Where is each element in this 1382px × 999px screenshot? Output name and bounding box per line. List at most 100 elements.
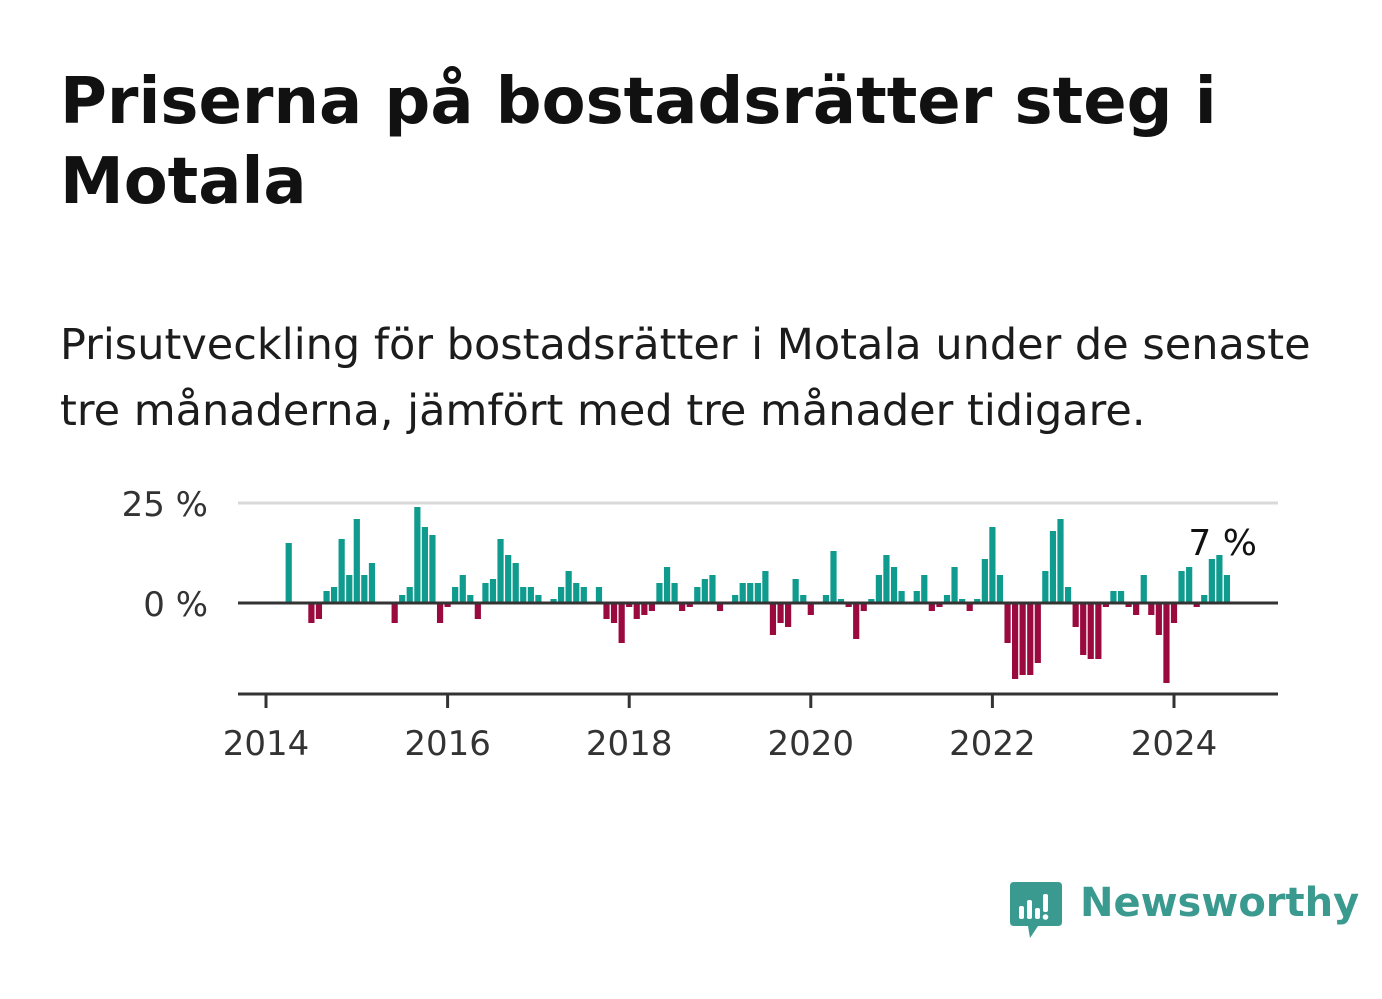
bar	[353, 519, 360, 603]
bar	[966, 603, 973, 611]
bar	[913, 591, 920, 603]
bar	[648, 603, 655, 611]
bar	[981, 559, 988, 603]
bar	[603, 603, 610, 619]
bar	[762, 571, 769, 603]
bar	[769, 603, 777, 635]
y-tick-label-0: 0 %	[143, 585, 208, 625]
bar	[444, 603, 451, 607]
bar	[1148, 603, 1155, 615]
bar	[951, 567, 958, 603]
x-tick-label: 2022	[949, 724, 1036, 764]
x-tick-label: 2016	[404, 724, 491, 764]
bar	[883, 555, 890, 603]
bar	[739, 583, 746, 603]
bar	[1080, 603, 1087, 655]
bar	[1216, 555, 1223, 603]
bar	[346, 575, 353, 603]
bar	[679, 603, 686, 611]
bar	[1072, 603, 1079, 627]
bar	[285, 543, 292, 603]
bar	[323, 591, 330, 603]
bar	[414, 507, 421, 603]
bar	[1125, 603, 1132, 607]
bar	[1208, 559, 1215, 603]
bar	[1049, 531, 1057, 603]
bar	[308, 603, 315, 623]
bar	[429, 535, 436, 603]
bar	[474, 603, 481, 619]
bar	[497, 539, 504, 603]
bar	[368, 563, 376, 603]
bar	[898, 591, 905, 603]
bar	[626, 603, 633, 607]
bar	[754, 583, 761, 603]
bar	[868, 599, 875, 603]
bar	[505, 555, 512, 603]
bar	[928, 603, 935, 611]
bar	[399, 595, 406, 603]
bar	[701, 579, 708, 603]
bar	[1102, 603, 1109, 607]
bar	[1117, 591, 1125, 603]
bar	[361, 575, 368, 603]
bar	[565, 571, 572, 603]
bar	[338, 539, 345, 603]
bar	[452, 587, 459, 603]
bar	[694, 587, 701, 603]
bar	[512, 563, 519, 603]
bar-chart: 2014 2016 2018 2020 2022 2024 25 % 0 % 7 %	[122, 485, 1278, 764]
bar	[1064, 587, 1072, 603]
bar	[921, 575, 928, 603]
bar	[837, 599, 845, 603]
chart-title: Priserna på bostadsrätter steg i Motala	[60, 65, 1217, 219]
last-value-label: 7 %	[1188, 523, 1257, 564]
bar	[792, 579, 799, 603]
bar	[1110, 591, 1117, 603]
bar	[1186, 567, 1193, 603]
x-tick-label: 2014	[223, 724, 310, 764]
bar	[875, 575, 882, 603]
bar	[671, 583, 678, 603]
x-tick-label: 2020	[768, 724, 855, 764]
bar	[1095, 603, 1102, 659]
bar	[989, 527, 996, 603]
bar	[1027, 603, 1034, 675]
bar	[595, 587, 603, 603]
bar	[1004, 603, 1011, 643]
bar	[1223, 575, 1231, 603]
bar	[1034, 603, 1041, 663]
bar	[421, 527, 428, 603]
bars-group	[285, 507, 1231, 683]
bar	[732, 595, 739, 603]
bar	[1012, 603, 1019, 679]
bar	[406, 587, 413, 603]
bar	[936, 603, 943, 607]
bar	[527, 587, 534, 603]
bar	[482, 583, 489, 603]
bar	[1133, 603, 1140, 615]
bar	[610, 603, 618, 623]
bar	[1057, 519, 1064, 603]
bar	[785, 603, 792, 627]
bar	[1201, 595, 1208, 603]
bar	[459, 575, 466, 603]
bar	[618, 603, 625, 643]
bar	[800, 595, 807, 603]
bar	[959, 599, 966, 603]
bar	[1140, 575, 1147, 603]
newsworthy-logo: Newsworthy	[1008, 878, 1359, 944]
bar	[845, 603, 852, 607]
bar	[580, 587, 587, 603]
bar	[641, 603, 648, 615]
chart-subtitle: Prisutveckling för bostadsrätter i Motal…	[60, 320, 1311, 436]
bar	[663, 567, 671, 603]
bar	[467, 595, 474, 603]
bar	[686, 603, 693, 607]
bar	[489, 579, 497, 603]
bar	[974, 599, 981, 603]
bar	[1019, 603, 1026, 675]
bar	[391, 603, 398, 623]
bar	[860, 603, 867, 611]
bar	[558, 587, 565, 603]
